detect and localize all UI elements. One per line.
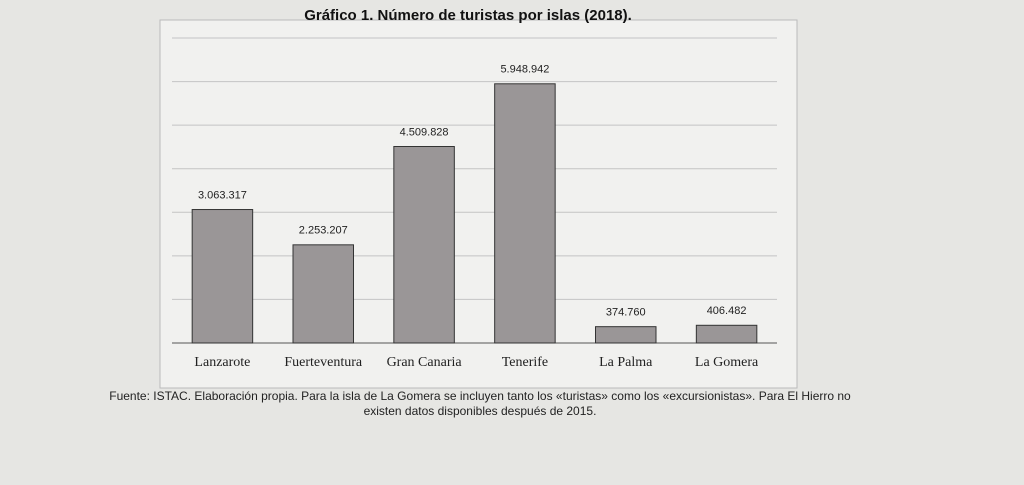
bar [393,146,455,344]
value-label: 374.760 [606,307,646,319]
source-note: Fuente: ISTAC. Elaboración propia. Para … [109,389,851,418]
bar [494,83,556,344]
x-tick-label: Tenerife [502,355,548,370]
x-tick-label: Fuerteventura [284,355,363,370]
x-tick-label: La Palma [599,355,653,370]
value-label: 406.482 [707,305,747,317]
value-label: 5.948.942 [500,64,549,76]
x-tick-label: Lanzarote [194,355,250,370]
bar [595,326,657,344]
x-tick-label: Gran Canaria [387,355,463,370]
chart-title: Gráfico 1. Número de turistas por islas … [304,7,632,24]
bar [695,324,758,344]
value-label: 2.253.207 [299,225,348,237]
value-label: 3.063.317 [198,189,247,201]
bar [191,209,254,344]
x-tick-label: La Gomera [695,355,759,370]
value-label: 4.509.828 [400,126,449,138]
bar [292,244,354,344]
